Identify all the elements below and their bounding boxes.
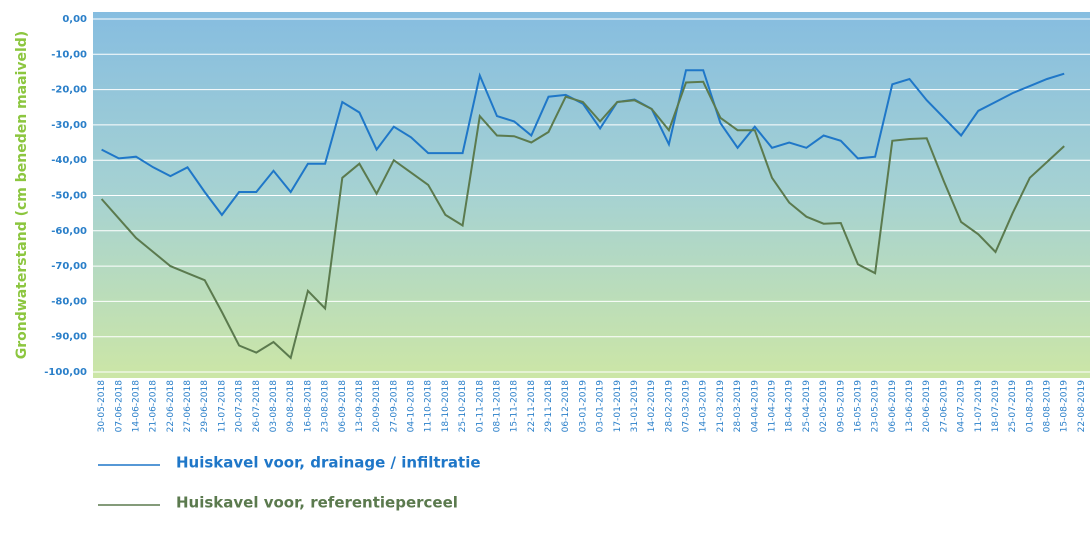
x-tick-label: 18-10-2018 (441, 380, 451, 433)
x-tick-label: 07-06-2018 (114, 380, 124, 433)
x-tick-label: 11-10-2018 (424, 380, 434, 433)
x-tick-label: 03-08-2018 (269, 380, 279, 433)
y-tick-label: -30,00 (51, 120, 87, 131)
x-tick-label: 28-02-2019 (664, 380, 674, 433)
x-tick-label: 07-03-2019 (682, 380, 692, 433)
x-tick-label: 17-01-2019 (613, 380, 623, 433)
y-tick-label: -70,00 (51, 261, 87, 272)
y-tick-label: -50,00 (51, 191, 87, 202)
y-axis-label: Grondwaterstand (cm beneden maaiveld) (14, 31, 30, 359)
x-tick-label: 16-05-2019 (853, 380, 863, 433)
x-tick-label: 14-06-2018 (131, 380, 141, 433)
x-tick-label: 28-03-2019 (733, 380, 743, 433)
legend-label: Huiskavel voor, drainage / infiltratie (176, 454, 481, 472)
series-line (101, 69, 1065, 217)
x-tick-label: 01-11-2018 (475, 380, 485, 433)
x-tick-label: 30-05-2018 (97, 380, 107, 433)
x-tick-label: 22-06-2018 (166, 380, 176, 433)
y-tick-label: -60,00 (51, 226, 87, 237)
x-tick-label: 06-12-2018 (561, 380, 571, 433)
x-tick-label: 04-07-2019 (957, 380, 967, 433)
x-tick-label: 14-02-2019 (647, 380, 657, 433)
x-tick-label: 08-08-2019 (1043, 380, 1053, 433)
x-tick-label: 23-05-2019 (871, 380, 881, 433)
y-tick-label: -10,00 (51, 49, 87, 60)
x-tick-label: 16-08-2018 (303, 380, 313, 433)
x-tick-label: 06-06-2019 (888, 380, 898, 433)
x-tick-label: 22-11-2018 (527, 380, 537, 433)
x-tick-label: 11-07-2019 (974, 380, 984, 433)
x-tick-label: 11-07-2018 (217, 380, 227, 433)
x-tick-label: 18-04-2019 (785, 380, 795, 433)
x-tick-label: 06-09-2018 (338, 380, 348, 433)
x-tick-label: 11-04-2019 (767, 380, 777, 433)
x-tick-label: 18-07-2019 (991, 380, 1001, 433)
x-tick-label: 20-07-2018 (235, 380, 245, 433)
y-tick-label: -100,00 (44, 367, 87, 378)
x-tick-label: 02-05-2019 (819, 380, 829, 433)
y-tick-label: -40,00 (51, 155, 87, 166)
x-tick-label: 22-08-2019 (1077, 380, 1087, 433)
x-tick-label: 31-01-2019 (630, 380, 640, 433)
series-line (100, 80, 1065, 360)
x-tick-label: 25-07-2019 (1008, 380, 1018, 433)
x-tick-label: 20-06-2019 (922, 380, 932, 433)
x-tick-label: 13-06-2019 (905, 380, 915, 433)
x-tick-label: 27-06-2019 (939, 380, 949, 433)
x-tick-label: 04-04-2019 (750, 380, 760, 433)
y-tick-label: -90,00 (51, 332, 87, 343)
y-tick-label: 0,00 (62, 14, 87, 25)
x-tick-label: 27-06-2018 (183, 380, 193, 433)
x-tick-label: 15-11-2018 (510, 380, 520, 433)
x-tick-label: 23-08-2018 (321, 380, 331, 433)
x-tick-label: 25-10-2018 (458, 380, 468, 433)
x-tick-label: 03-01-2019 (596, 380, 606, 433)
legend-label: Huiskavel voor, referentieperceel (176, 494, 458, 512)
x-tick-label: 29-11-2018 (544, 380, 554, 433)
x-tick-label: 26-07-2018 (252, 380, 262, 433)
x-tick-label: 09-05-2019 (836, 380, 846, 433)
x-tick-label: 21-03-2019 (716, 380, 726, 433)
x-tick-label: 03-01-2019 (578, 380, 588, 433)
x-tick-label: 15-08-2019 (1060, 380, 1070, 433)
x-tick-label: 25-04-2019 (802, 380, 812, 433)
x-tick-label: 14-03-2019 (699, 380, 709, 433)
x-tick-label: 27-09-2018 (389, 380, 399, 433)
x-tick-label: 04-10-2018 (407, 380, 417, 433)
y-tick-label: -80,00 (51, 296, 87, 307)
y-tick-label: -20,00 (51, 85, 87, 96)
x-tick-label: 20-09-2018 (372, 380, 382, 433)
x-tick-label: 21-06-2018 (149, 380, 159, 433)
x-tick-label: 08-11-2018 (492, 380, 502, 433)
x-tick-label: 13-09-2018 (355, 380, 365, 433)
x-tick-label: 29-06-2018 (200, 380, 210, 433)
x-tick-label: 01-08-2019 (1025, 380, 1035, 433)
x-tick-label: 09-08-2018 (286, 380, 296, 433)
